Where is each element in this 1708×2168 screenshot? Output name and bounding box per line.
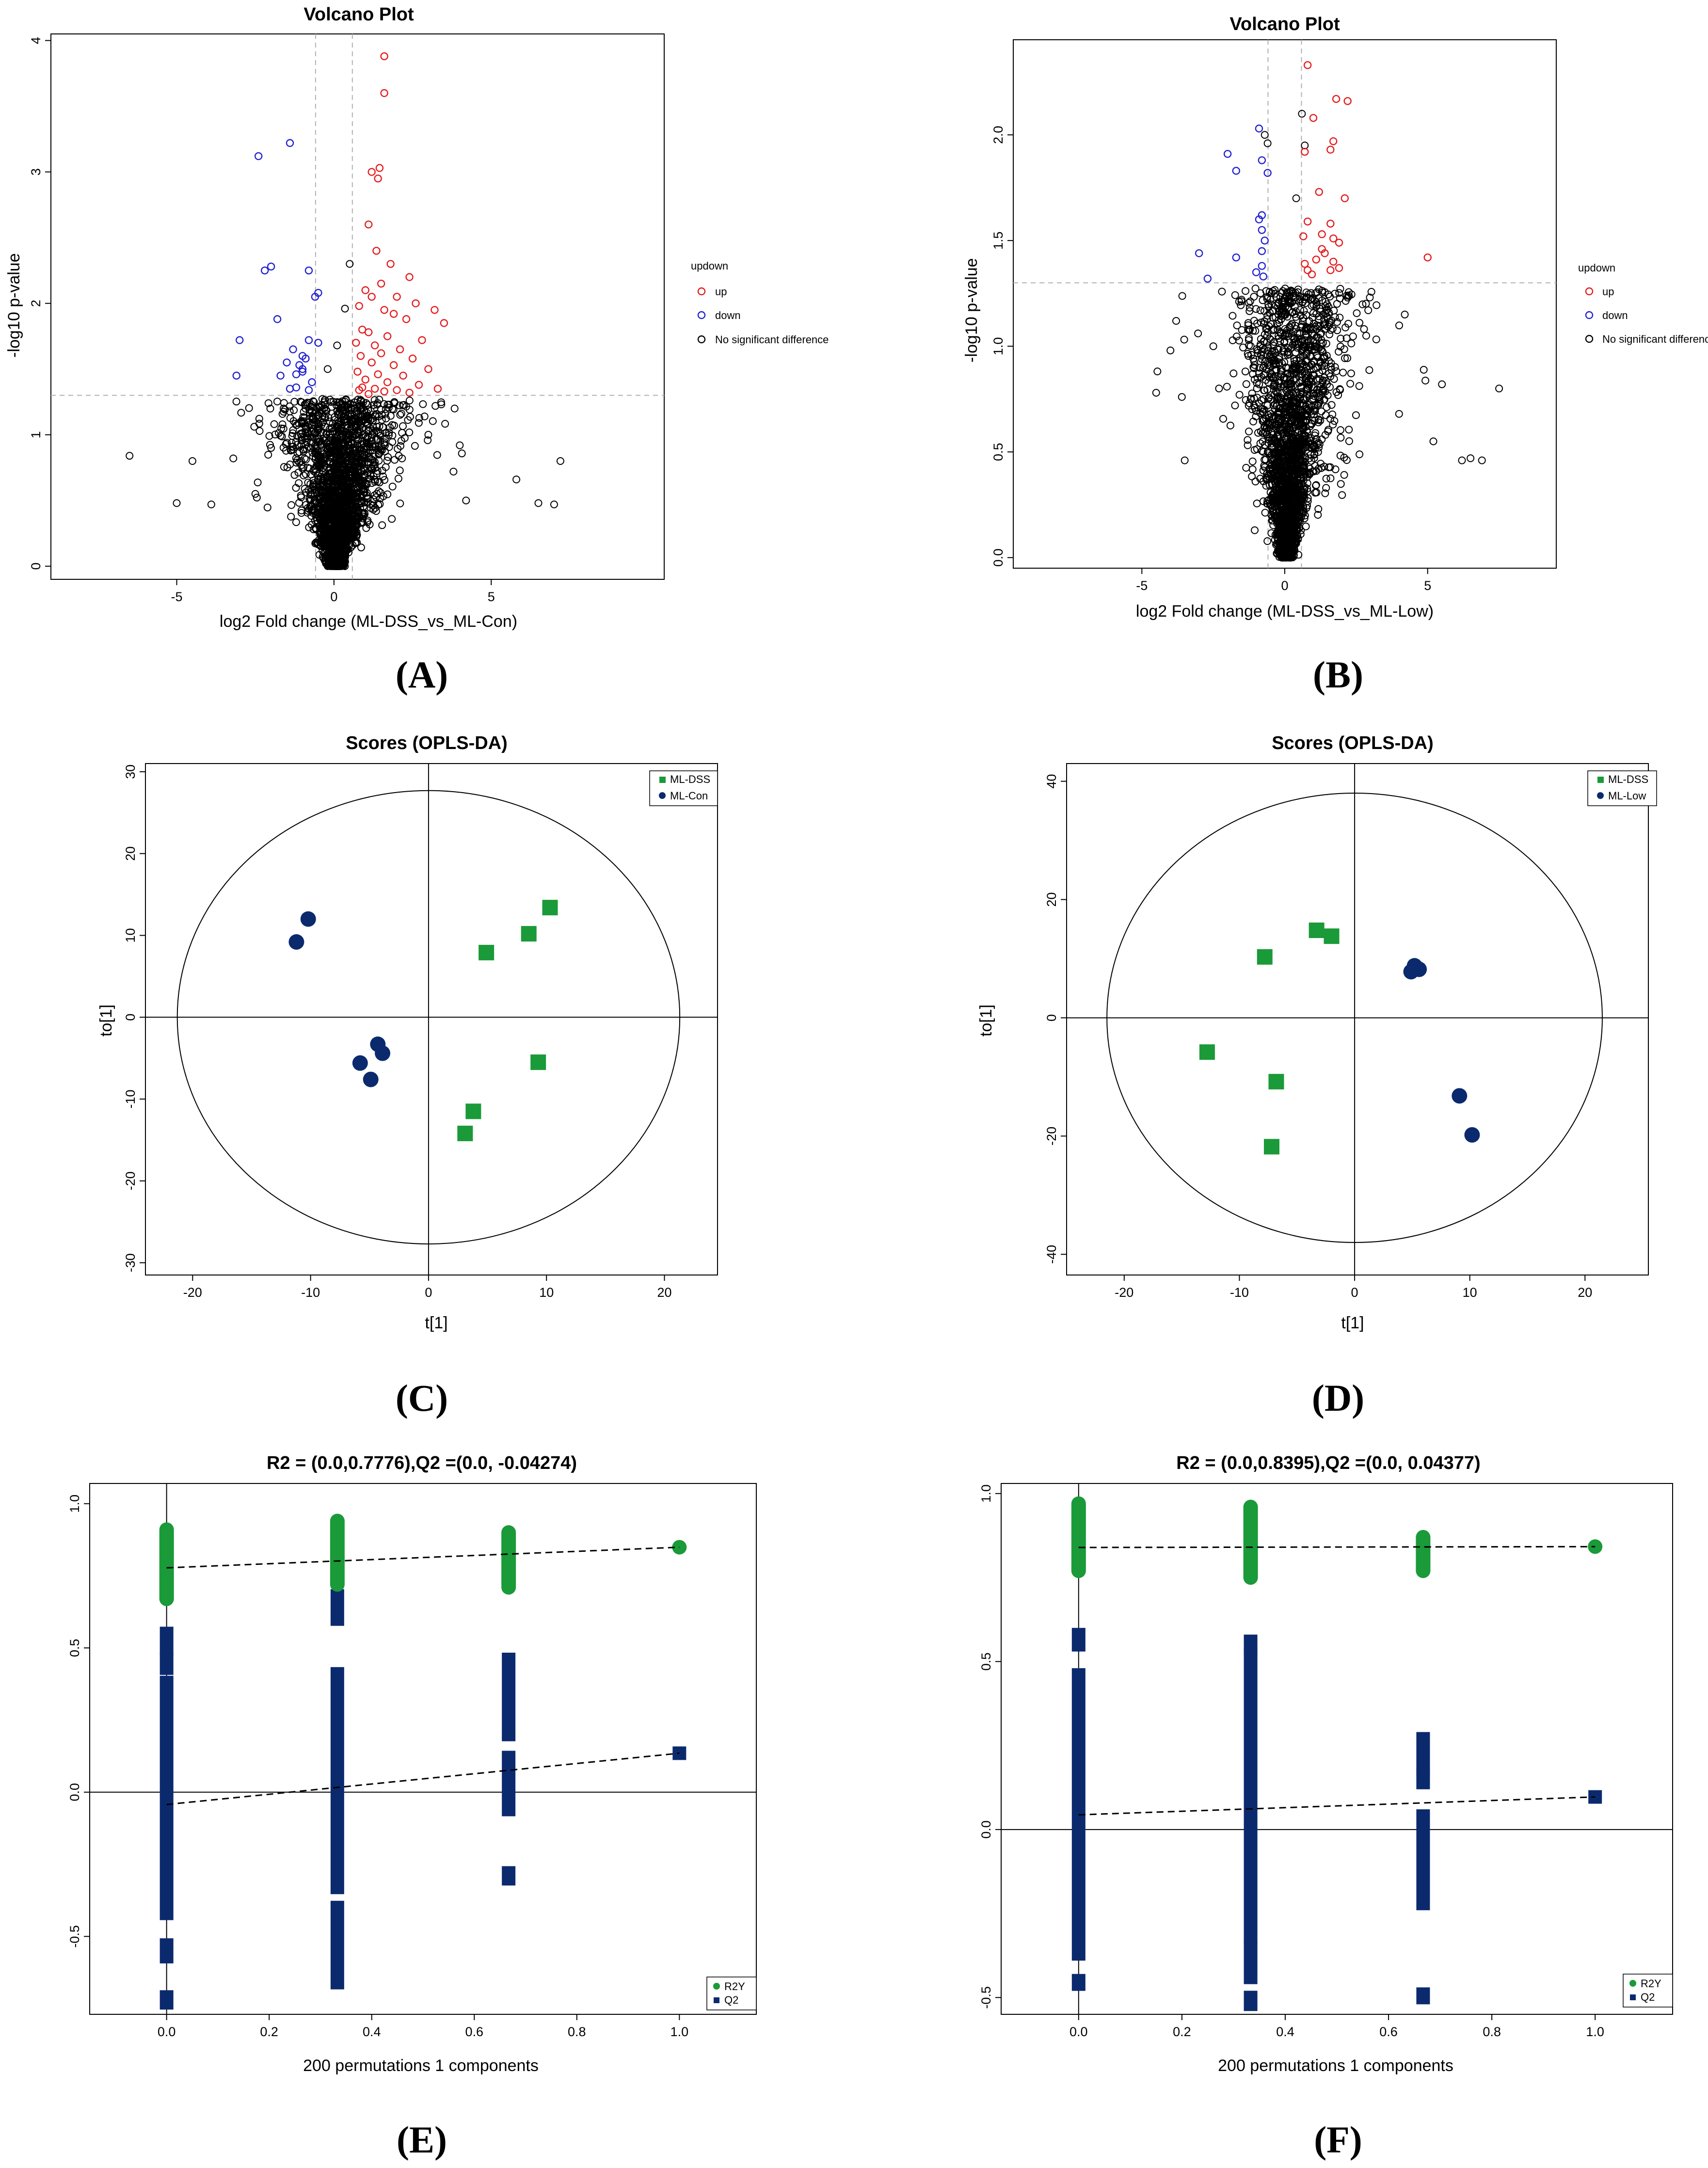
ns-point bbox=[351, 511, 360, 519]
ns-point bbox=[255, 427, 264, 435]
ns-point bbox=[264, 451, 272, 459]
y-tick-label: 0 bbox=[29, 562, 43, 570]
ns-point bbox=[279, 425, 287, 433]
ns-point bbox=[405, 428, 414, 436]
ns-point bbox=[368, 427, 377, 435]
y-tick-label: 0.0 bbox=[991, 548, 1006, 567]
ns-point bbox=[290, 406, 298, 414]
ns-point bbox=[264, 399, 272, 407]
ns-point bbox=[390, 421, 399, 430]
legend-label-ns: No significant difference bbox=[715, 334, 829, 346]
chart-title: Volcano Plot bbox=[303, 4, 414, 25]
y-tick-label: 1.0 bbox=[991, 337, 1006, 355]
ns-point bbox=[266, 441, 274, 449]
legend-label-up: up bbox=[715, 286, 727, 298]
ns-point bbox=[371, 413, 380, 421]
x-axis-label: log2 Fold change (ML-DSS_vs_ML-Con) bbox=[220, 612, 517, 631]
ns-point bbox=[396, 411, 404, 419]
ns-point bbox=[266, 404, 274, 413]
ns-point bbox=[458, 449, 466, 458]
ns-point bbox=[429, 417, 437, 425]
ns-point bbox=[437, 398, 445, 406]
legend-label-down: down bbox=[715, 309, 741, 321]
ns-point bbox=[295, 499, 303, 507]
ns-point bbox=[297, 432, 305, 441]
ns-point bbox=[287, 512, 295, 521]
ns-point bbox=[287, 501, 295, 509]
ns-point bbox=[385, 443, 393, 451]
ns-point bbox=[356, 429, 365, 437]
y-tick-label: 2.0 bbox=[991, 126, 1006, 144]
ns-point bbox=[271, 430, 279, 439]
ns-point bbox=[433, 451, 441, 459]
plot-frame bbox=[50, 33, 665, 580]
ns-point bbox=[405, 397, 414, 405]
panel-a-volcano: -5 0 5 0 1 2 3 4 Volcano Plot log2 Fold change … bbox=[5, 4, 829, 631]
y-tick-label: 0.5 bbox=[991, 443, 1006, 461]
ns-point bbox=[424, 436, 432, 445]
ns-point bbox=[302, 455, 310, 463]
ns-point bbox=[396, 401, 403, 410]
ns-point bbox=[383, 490, 392, 498]
ns-point bbox=[441, 420, 449, 428]
ns-point bbox=[369, 401, 378, 409]
ns-point bbox=[310, 467, 318, 475]
x-tick-label: 5 bbox=[488, 590, 495, 604]
ns-point bbox=[301, 485, 309, 493]
ns-point bbox=[390, 456, 399, 464]
legend-title: updown bbox=[691, 260, 728, 272]
ns-point bbox=[397, 410, 405, 418]
ns-point bbox=[232, 398, 240, 406]
ns-point bbox=[364, 400, 372, 409]
ns-point bbox=[388, 515, 396, 523]
ns-point bbox=[250, 423, 258, 431]
ns-point bbox=[364, 516, 372, 525]
x-tick-label: -5 bbox=[1136, 578, 1148, 593]
ns-point bbox=[378, 521, 386, 529]
ns-point bbox=[270, 420, 278, 428]
plot-a-area: -5 0 5 0 1 2 3 4 bbox=[29, 33, 665, 604]
y-tick-label: 2 bbox=[29, 300, 43, 307]
ns-point bbox=[292, 518, 300, 526]
x-tick-label: -5 bbox=[171, 590, 182, 604]
ns-point bbox=[411, 442, 419, 450]
y-tick-label: 3 bbox=[29, 168, 43, 175]
ns-point bbox=[415, 414, 423, 422]
x-tick-label: 0 bbox=[330, 590, 337, 604]
ns-point bbox=[388, 482, 397, 491]
y-axis-label: -log10 p-value bbox=[5, 253, 23, 357]
y-tick-label: 1 bbox=[29, 431, 43, 438]
ns-point bbox=[295, 419, 303, 427]
y-tick-label: 1.5 bbox=[991, 231, 1006, 250]
x-tick-label: 0 bbox=[1281, 578, 1288, 593]
ns-point bbox=[396, 499, 404, 508]
ns-point bbox=[263, 503, 271, 511]
ns-point bbox=[420, 413, 429, 420]
ns-point bbox=[265, 432, 273, 440]
ns-point bbox=[405, 406, 414, 414]
ns-point bbox=[312, 403, 320, 412]
ns-point bbox=[396, 466, 404, 475]
ns-point bbox=[297, 509, 305, 517]
ns-point bbox=[245, 404, 253, 412]
x-tick-label: 5 bbox=[1424, 578, 1431, 593]
ns-point bbox=[357, 543, 365, 552]
y-tick-label: 4 bbox=[29, 37, 43, 44]
ns-point bbox=[400, 401, 408, 409]
ns-point bbox=[305, 464, 314, 473]
ns-point bbox=[328, 403, 336, 411]
ns-point bbox=[254, 478, 262, 487]
ns-point bbox=[362, 524, 370, 532]
ns-point bbox=[351, 539, 359, 547]
